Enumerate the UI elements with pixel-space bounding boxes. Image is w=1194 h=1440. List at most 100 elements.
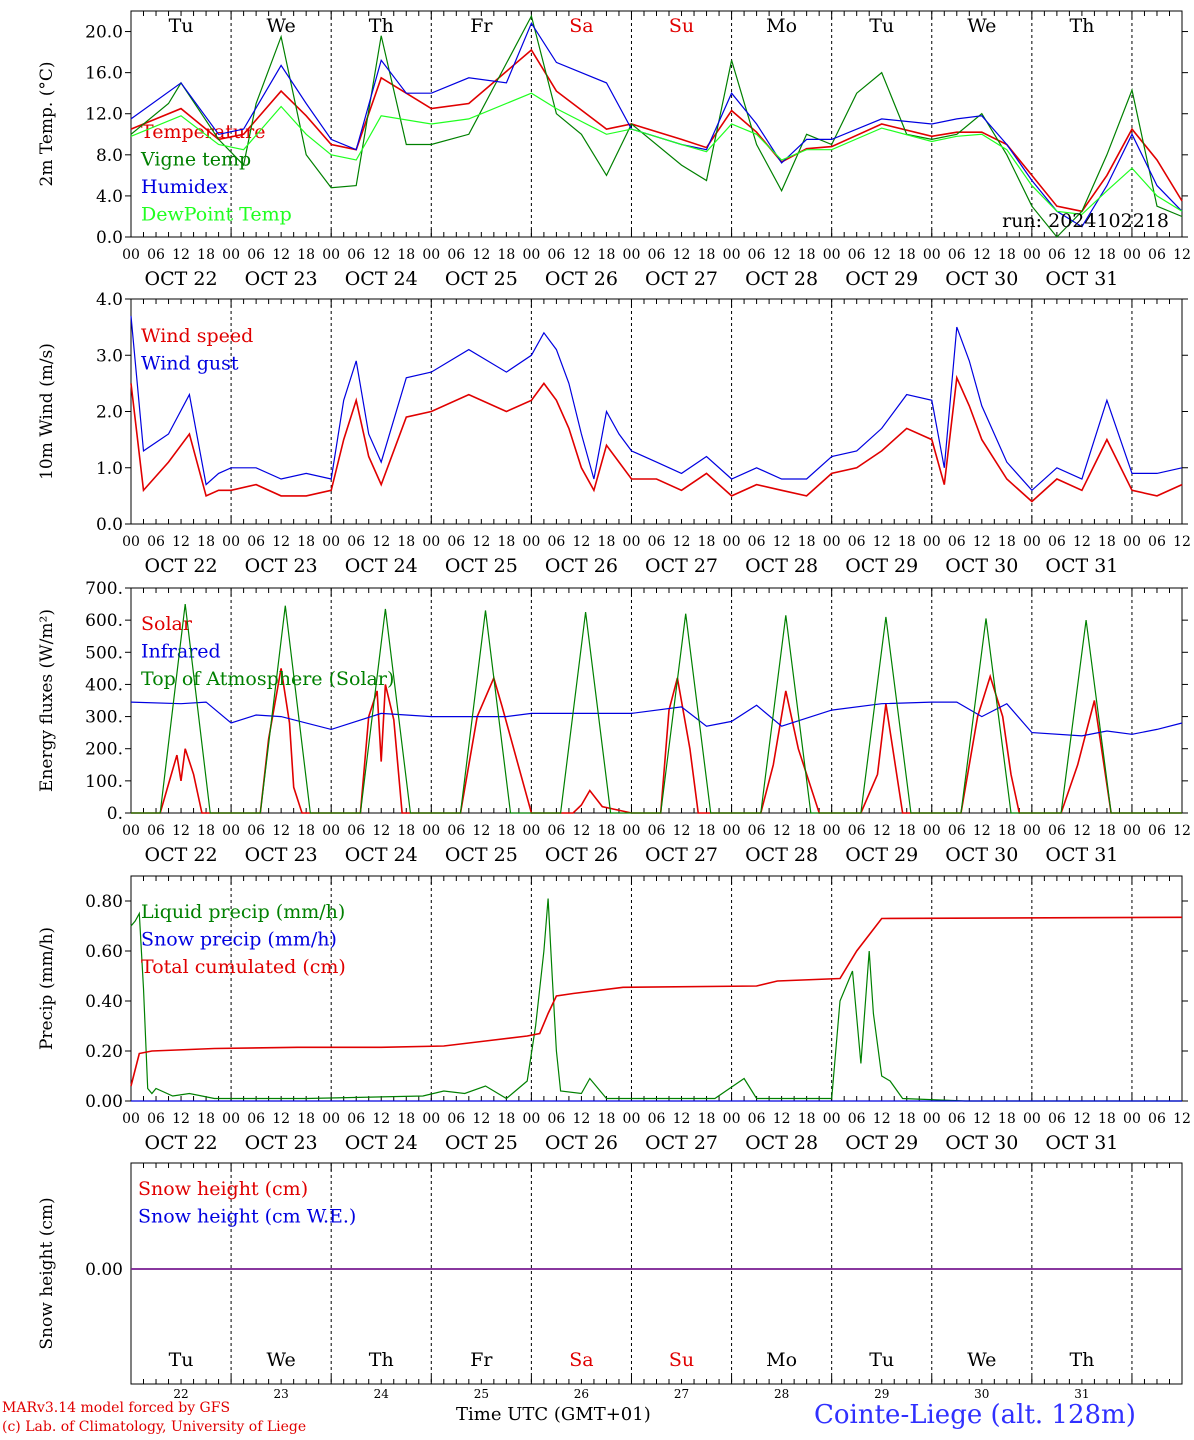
hour-label: 00 <box>1123 1111 1141 1127</box>
series-line-wind-speed <box>130 374 1183 503</box>
hour-label: 06 <box>1148 534 1166 550</box>
hour-label: 12 <box>172 534 190 550</box>
hour-label: 18 <box>598 247 616 263</box>
date-label: OCT 28 <box>745 1132 818 1154</box>
hour-label: 18 <box>197 1111 215 1127</box>
hour-label: 12 <box>1073 823 1091 839</box>
date-label: OCT 25 <box>445 555 518 577</box>
day-number: 22 <box>173 1387 188 1401</box>
y-tick-label: 20.0 <box>85 23 123 43</box>
hour-label: 12 <box>372 534 390 550</box>
series-line-wind-gust <box>130 315 1183 492</box>
y-tick-label: 3.0 <box>96 346 123 366</box>
day-name: Sa <box>569 15 593 37</box>
hour-label: 00 <box>923 534 941 550</box>
day-name: Mo <box>766 1349 797 1371</box>
date-label: OCT 22 <box>145 844 218 866</box>
day-number: 26 <box>574 1387 589 1401</box>
y-tick-label: 12.0 <box>85 105 123 125</box>
hour-label: 18 <box>798 247 816 263</box>
date-label: OCT 31 <box>1045 268 1118 290</box>
hour-label: 06 <box>347 1111 365 1127</box>
hour-label: 18 <box>197 534 215 550</box>
day-name: Fr <box>470 15 493 37</box>
date-label: OCT 24 <box>345 268 418 290</box>
hour-label: 00 <box>322 247 340 263</box>
y-tick-label: 16.0 <box>85 64 123 84</box>
hour-label: 06 <box>648 823 666 839</box>
hour-label: 06 <box>247 823 265 839</box>
hour-label: 00 <box>1123 534 1141 550</box>
date-label: OCT 30 <box>945 844 1018 866</box>
legend-entry: Snow precip (mm/h) <box>141 929 337 951</box>
day-name: We <box>967 1349 996 1371</box>
hour-label: 06 <box>1048 823 1066 839</box>
x-axis-title: Time UTC (GMT+01) <box>456 1404 651 1425</box>
legend-entry: Humidex <box>141 176 228 198</box>
hour-label: 06 <box>447 1111 465 1127</box>
hour-label: 18 <box>497 247 515 263</box>
date-label: OCT 22 <box>145 555 218 577</box>
hour-label: 18 <box>898 1111 916 1127</box>
hour-label: 00 <box>322 823 340 839</box>
y-tick-label: 0.00 <box>85 1260 123 1280</box>
hour-label: 00 <box>122 247 140 263</box>
hour-label: 18 <box>598 823 616 839</box>
hour-label: 12 <box>573 1111 591 1127</box>
date-label: OCT 22 <box>145 1132 218 1154</box>
hour-label: 12 <box>1173 534 1191 550</box>
plot-frame-1 <box>130 298 1183 525</box>
day-number: 28 <box>774 1387 789 1401</box>
series-line-total-cumulated-cm- <box>130 916 1183 1087</box>
hour-label: 12 <box>1173 823 1191 839</box>
hour-label: 12 <box>272 823 290 839</box>
hour-label: 00 <box>723 1111 741 1127</box>
hour-label: 06 <box>848 534 866 550</box>
y-tick-label: 0.20 <box>85 1042 123 1062</box>
hour-label: 06 <box>247 247 265 263</box>
hour-label: 06 <box>547 823 565 839</box>
date-label: OCT 23 <box>245 1132 318 1154</box>
hour-label: 18 <box>1098 823 1116 839</box>
hour-label: 00 <box>1123 823 1141 839</box>
legend-entry: Vigne temp <box>140 149 251 171</box>
hour-label: 18 <box>397 1111 415 1127</box>
day-name: Mo <box>766 15 797 37</box>
date-label: OCT 30 <box>945 268 1018 290</box>
series-line-vigne-temp <box>130 14 1183 238</box>
hour-label: 18 <box>698 823 716 839</box>
legend-entry: Wind speed <box>141 325 253 347</box>
day-name: Tu <box>869 15 894 37</box>
y-tick-label: 200. <box>85 740 123 760</box>
hour-label: 12 <box>172 823 190 839</box>
date-label: OCT 25 <box>445 268 518 290</box>
y-tick-label: 0.00 <box>85 1092 123 1112</box>
hour-label: 00 <box>322 534 340 550</box>
hour-label: 00 <box>222 247 240 263</box>
day-name: We <box>267 1349 296 1371</box>
hour-label: 06 <box>748 534 766 550</box>
y-axis-title: Snow height (cm) <box>37 1197 57 1349</box>
plot-frame-2 <box>130 587 1183 814</box>
day-number: 30 <box>974 1387 989 1401</box>
hour-label: 18 <box>898 534 916 550</box>
hour-label: 00 <box>823 1111 841 1127</box>
hour-label: 12 <box>973 823 991 839</box>
hour-label: 18 <box>798 823 816 839</box>
hour-label: 00 <box>222 1111 240 1127</box>
series-line-infrared <box>130 701 1183 737</box>
hour-label: 00 <box>823 534 841 550</box>
y-tick-label: 1.0 <box>96 459 123 479</box>
date-label: OCT 30 <box>945 1132 1018 1154</box>
day-name: Th <box>369 1349 394 1371</box>
hour-label: 00 <box>623 823 641 839</box>
y-tick-label: 600. <box>85 611 123 631</box>
hour-label: 06 <box>547 1111 565 1127</box>
hour-label: 12 <box>372 823 390 839</box>
legend-entry: Liquid precip (mm/h) <box>141 901 345 923</box>
legend-entry: Snow height (cm W.E.) <box>138 1206 356 1228</box>
hour-label: 06 <box>147 1111 165 1127</box>
hour-label: 12 <box>573 534 591 550</box>
hour-label: 18 <box>698 247 716 263</box>
hour-label: 12 <box>873 247 891 263</box>
